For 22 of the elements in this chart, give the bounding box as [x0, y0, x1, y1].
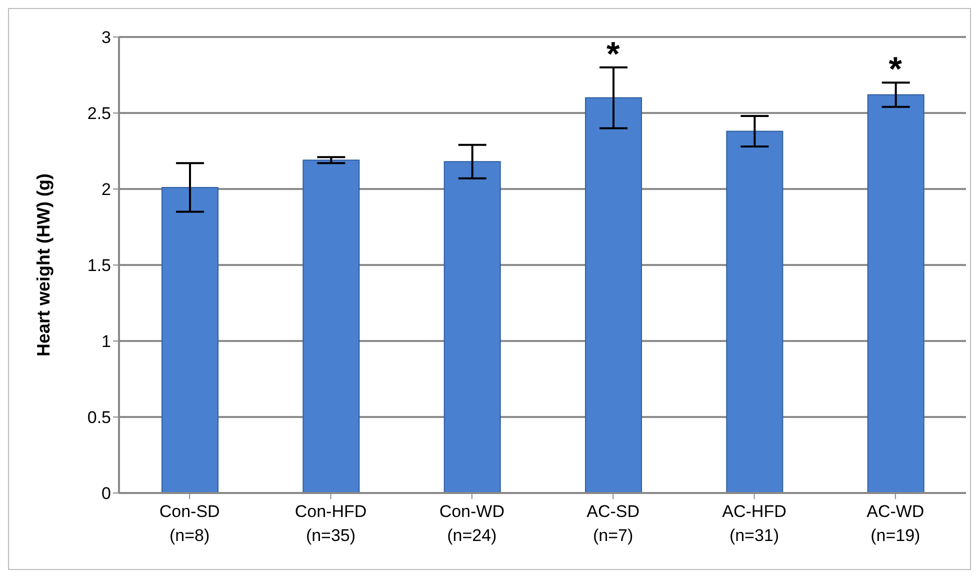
y-tick-label: 2.5: [87, 104, 111, 124]
y-tick-label: 1: [102, 332, 111, 352]
x-tick-label: AC-SD (n=7): [586, 502, 640, 545]
bar: [585, 97, 642, 493]
x-tick-label: AC-WD (n=19): [866, 502, 924, 545]
y-tick-label: 3: [102, 28, 111, 48]
y-axis-title: Heart weight (HW) (g): [33, 174, 54, 356]
x-tick-label: Con-WD (n=24): [439, 502, 505, 545]
bar: [162, 186, 218, 493]
annotation: *: [606, 35, 620, 74]
y-tick-label: 0.5: [87, 408, 111, 428]
x-tick-label: Con-SD (n=8): [159, 502, 220, 545]
bar: [444, 161, 501, 493]
y-tick-label: 1.5: [87, 256, 111, 276]
x-tick-label: AC-HFD (n=31): [722, 502, 786, 545]
x-tick-label: Con-HFD (n=35): [294, 502, 367, 545]
y-tick-label: 0: [102, 484, 111, 504]
y-tick-label: 2: [102, 180, 111, 200]
annotation: *: [888, 50, 903, 89]
bar: [726, 130, 784, 493]
bar: [867, 94, 924, 493]
bar: [302, 160, 360, 493]
